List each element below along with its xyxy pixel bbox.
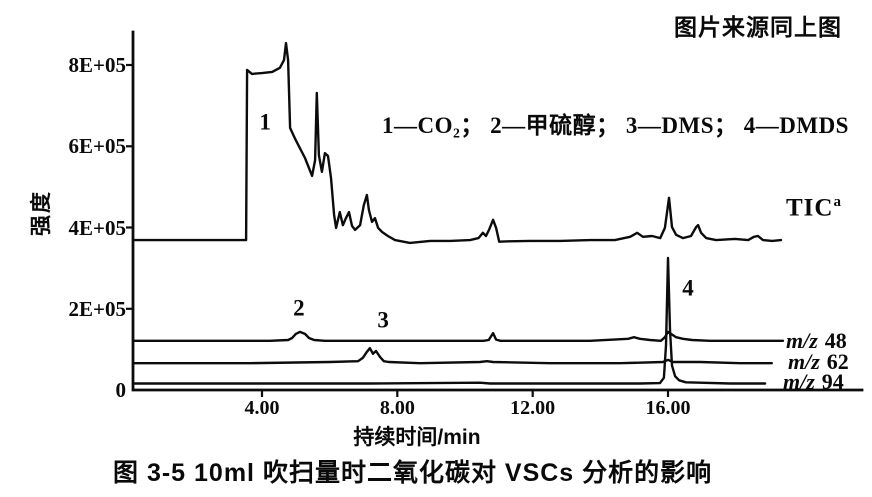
x-tick-label: 12.00 xyxy=(510,397,556,419)
x-tick-label: 8.00 xyxy=(379,397,415,419)
figure-caption: 图 3-5 10ml 吹扫量时二氧化碳对 VSCs 分析的影响 xyxy=(113,459,713,487)
mz48-italic: m/z xyxy=(786,328,818,353)
peak-label-4: 4 xyxy=(682,275,694,301)
peak-label-3: 3 xyxy=(377,307,389,333)
mz62-italic: m/z xyxy=(788,349,820,374)
axis-lines xyxy=(131,30,864,392)
mz94-italic: m/z xyxy=(783,369,815,394)
y-tick-label: 0 xyxy=(115,378,127,402)
source-note: 图片来源同上图 xyxy=(674,14,842,40)
x-tick-label: 4.00 xyxy=(244,397,280,419)
y-axis-title: 强度 xyxy=(30,190,53,236)
trace-label-mz94: m/z 94 xyxy=(783,369,844,394)
y-tick-label: 8E+05 xyxy=(68,53,126,77)
trace-lines xyxy=(131,41,785,385)
mz94-value: 94 xyxy=(821,369,844,394)
legend-note: 1—CO₂； 2—甲硫醇； 3—DMS； 4—DMDS xyxy=(382,113,849,138)
peak-label-2: 2 xyxy=(293,295,305,321)
y-tick-label: 4E+05 xyxy=(68,215,126,240)
trace-mz62 xyxy=(131,347,773,365)
mz62-value: 62 xyxy=(826,349,849,374)
trace-label-mz48: m/z 48 xyxy=(786,328,847,353)
trace-label-tic: TICa xyxy=(786,194,842,222)
trace-label-mz62: m/z 62 xyxy=(788,349,849,374)
mz48-value: 48 xyxy=(824,328,847,353)
y-tick-label: 2E+05 xyxy=(68,296,126,321)
y-tick-label: 6E+05 xyxy=(68,134,126,159)
trace-tic xyxy=(131,41,783,245)
x-axis-title: 持续时间/min xyxy=(353,426,481,449)
trace-mz94 xyxy=(131,256,767,385)
tic-superscript: a xyxy=(833,194,842,210)
trace-mz48 xyxy=(131,330,785,342)
tic-text: TIC xyxy=(786,194,834,222)
x-tick-label: 16.00 xyxy=(645,397,691,419)
axes xyxy=(126,30,864,397)
peak-label-1: 1 xyxy=(259,109,271,135)
